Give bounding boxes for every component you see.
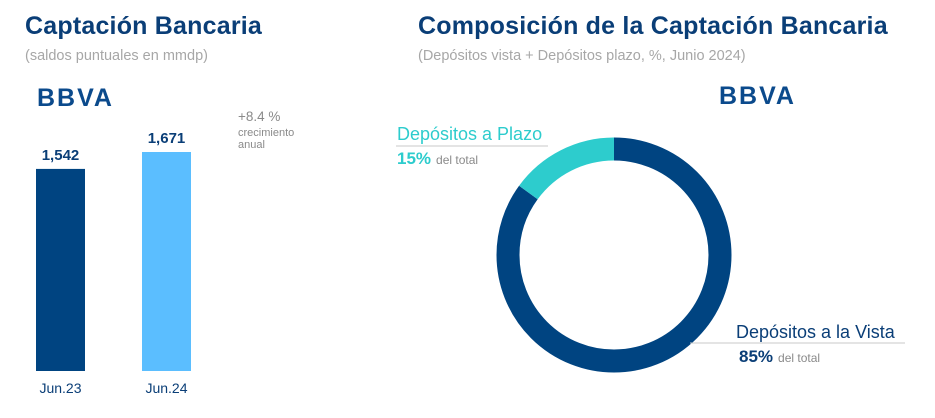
donut-slice-plazo (496, 137, 732, 373)
category-label: Jun.24 (145, 380, 187, 396)
vista-label: Depósitos a la Vista (736, 322, 896, 342)
plazo-label: Depósitos a Plazo (397, 124, 542, 144)
growth-value: +8.4 % (238, 109, 281, 124)
left-title: Captación Bancaria (25, 12, 263, 40)
category-label: Jun.23 (39, 380, 81, 396)
left-subtitle: (saldos puntuales en mmdp) (25, 48, 208, 64)
bar-jun-24 (142, 152, 191, 371)
bbva-logo-right: BBVA (719, 82, 796, 110)
growth-label: crecimiento anual (238, 127, 295, 151)
vista-percent: 85% del total (739, 347, 820, 366)
right-title: Composición de la Captación Bancaria (418, 12, 888, 40)
bar-value-label: 1,542 (42, 147, 80, 164)
bar-value-label: 1,671 (148, 130, 186, 147)
bar-chart: 1,542 Jun.23 1,671 Jun.24 (36, 130, 191, 396)
right-subtitle: (Depósitos vista + Depósitos plazo, %, J… (418, 48, 746, 64)
bbva-logo-left: BBVA (37, 84, 114, 112)
plazo-percent: 15% del total (397, 149, 478, 168)
bar-jun-23 (36, 168, 85, 371)
